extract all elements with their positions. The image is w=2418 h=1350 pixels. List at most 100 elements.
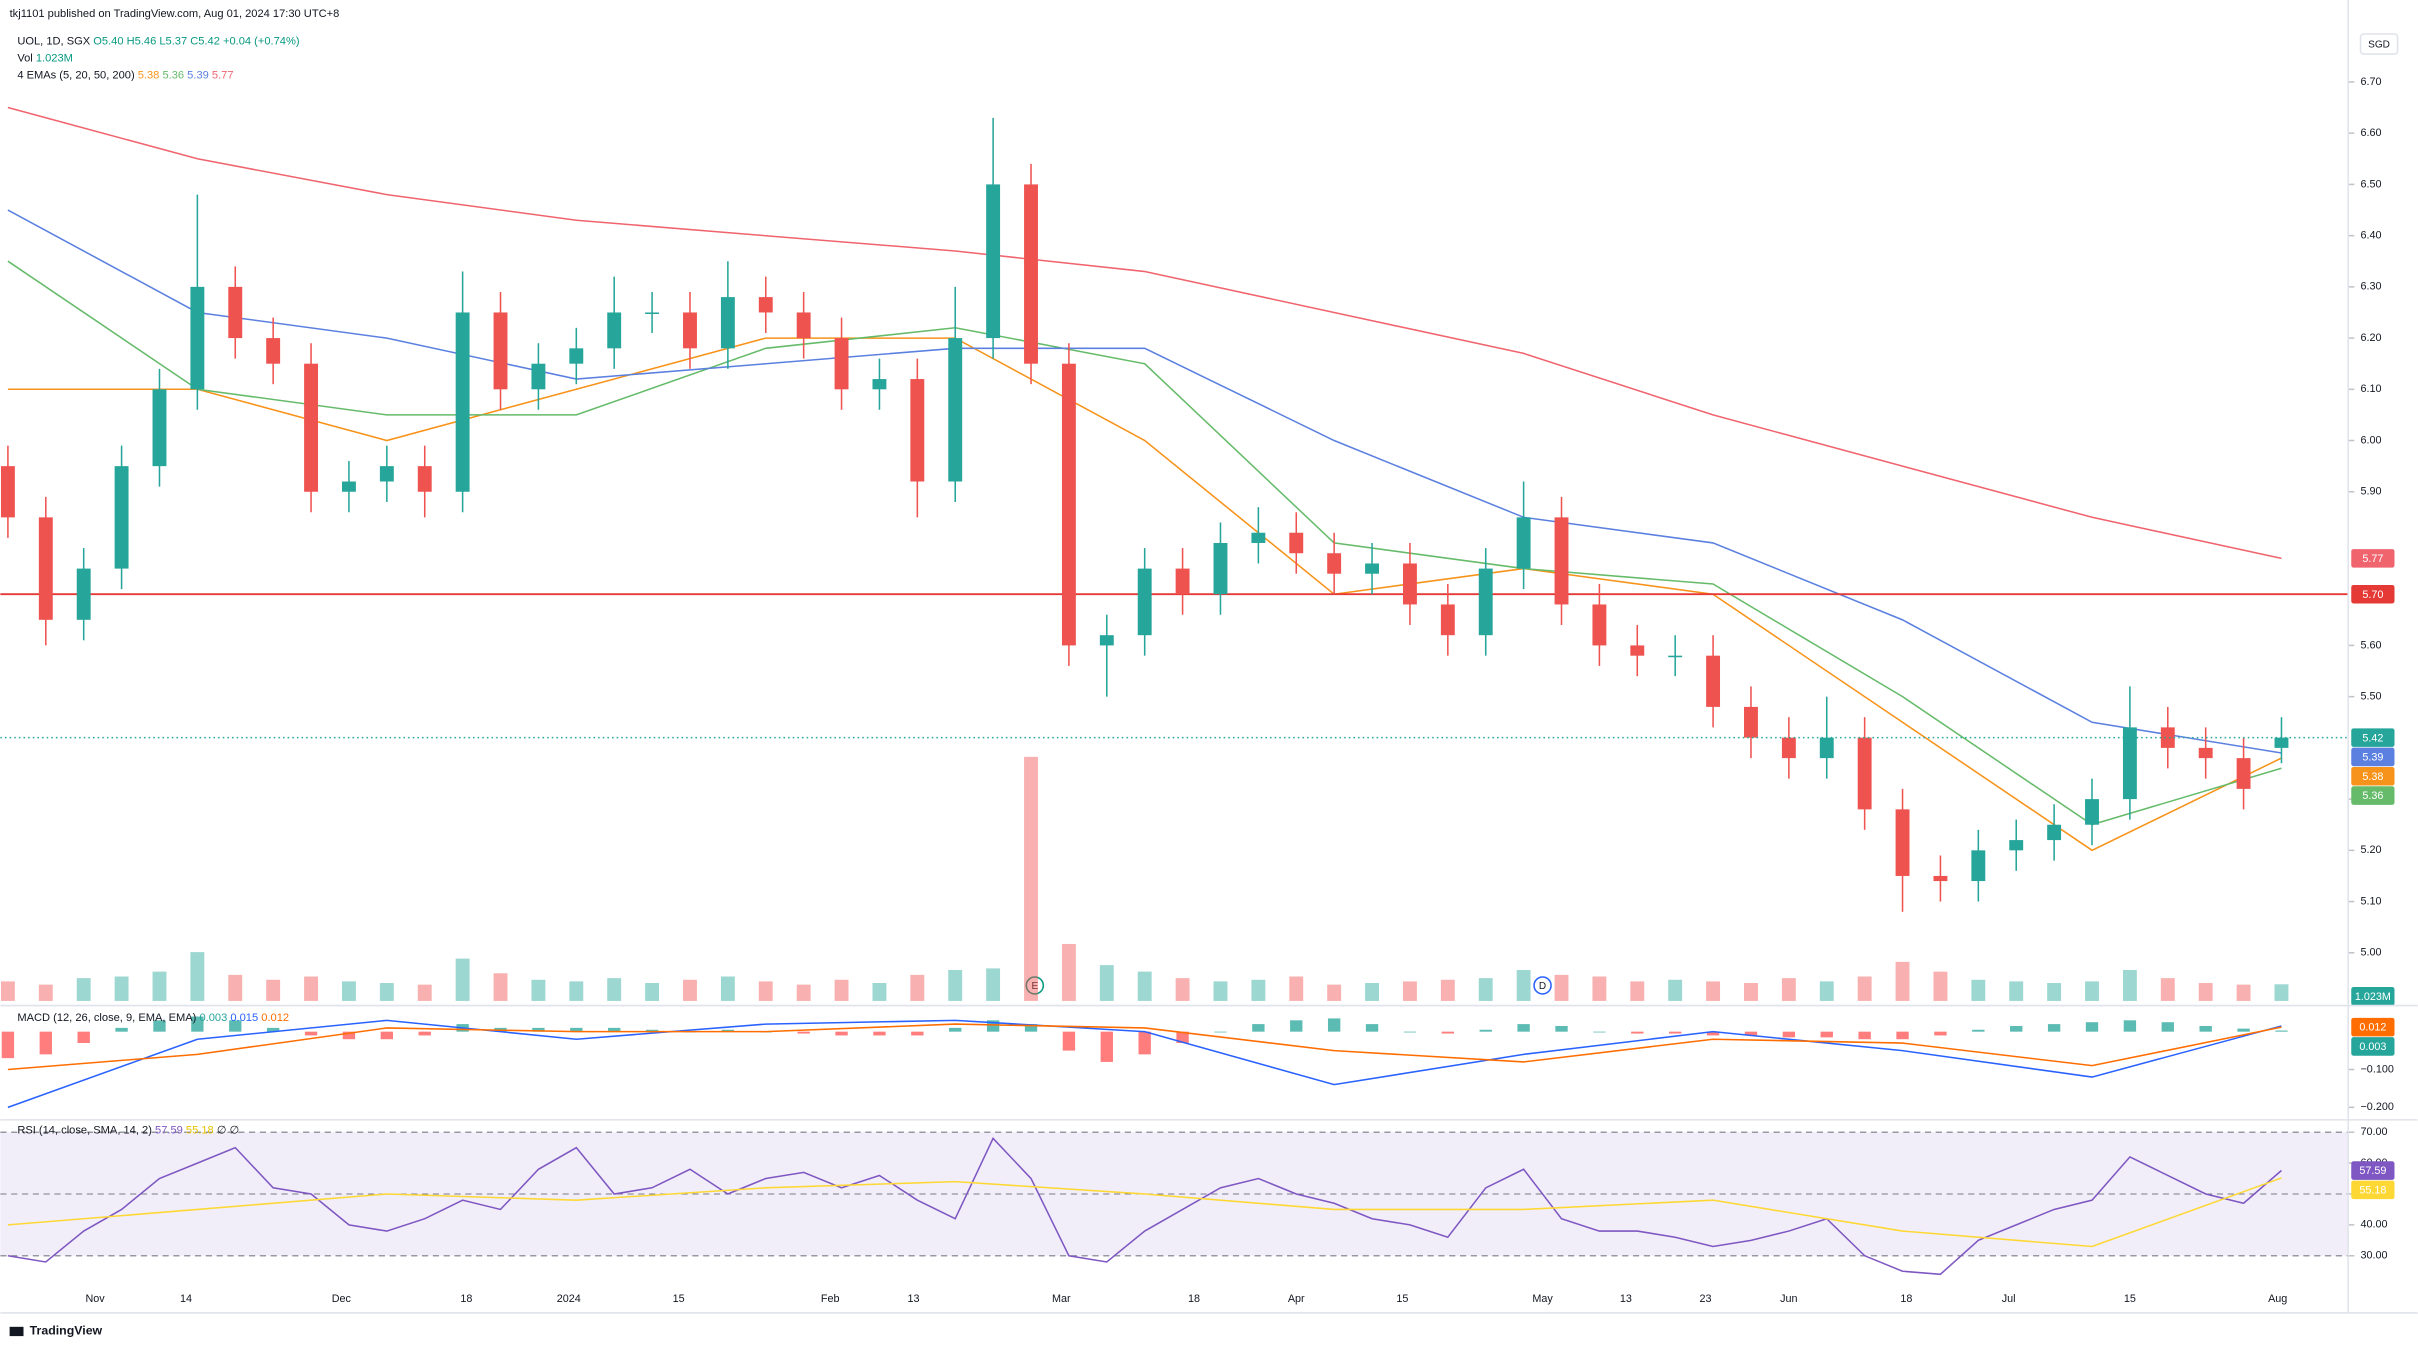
volume-bar bbox=[1668, 979, 1683, 1001]
macd-value: 0.015 bbox=[230, 1012, 258, 1024]
candle-body bbox=[1554, 517, 1569, 605]
price-tag bbox=[2351, 747, 2395, 767]
volume-bar bbox=[986, 968, 1001, 1001]
symbol: UOL, 1D, SGX bbox=[17, 36, 90, 48]
x-tick-label: 18 bbox=[1188, 1293, 1200, 1305]
candle-body bbox=[1137, 568, 1152, 636]
volume-bar bbox=[341, 981, 356, 1001]
x-tick-label: 13 bbox=[908, 1293, 920, 1305]
volume-bar bbox=[1175, 978, 1190, 1001]
price-tag bbox=[2351, 549, 2395, 568]
candle-body bbox=[2160, 727, 2175, 748]
x-tick-label: Feb bbox=[821, 1293, 840, 1305]
volume-bar bbox=[1061, 943, 1076, 1001]
x-tick-label: May bbox=[1532, 1293, 1553, 1305]
histogram-bar bbox=[1176, 1031, 1189, 1044]
x-tick-label: Aug bbox=[2268, 1293, 2287, 1305]
histogram-bar bbox=[532, 1027, 545, 1032]
histogram-bar bbox=[1934, 1031, 1947, 1036]
currency-box[interactable] bbox=[2359, 33, 2399, 55]
histogram-bar bbox=[1593, 1031, 1606, 1033]
histogram-bar bbox=[1896, 1031, 1909, 1040]
histogram-bar bbox=[1441, 1031, 1455, 1034]
candle-body bbox=[1592, 604, 1607, 646]
candle-body bbox=[1327, 553, 1342, 574]
ema-value: 5.38 bbox=[138, 70, 160, 82]
candle-body bbox=[379, 466, 394, 482]
candle-body bbox=[758, 297, 773, 313]
candle-body bbox=[1440, 604, 1455, 636]
volume-bar bbox=[1213, 981, 1228, 1001]
y-tick-label: 6.20 bbox=[2361, 332, 2382, 344]
price-tag bbox=[2351, 1037, 2395, 1056]
candle-body bbox=[1630, 645, 1645, 656]
histogram-bar bbox=[2275, 1030, 2288, 1032]
histogram-bar bbox=[39, 1031, 52, 1055]
event-marker bbox=[1533, 976, 1552, 995]
logo-mark bbox=[9, 1326, 24, 1337]
x-tick-label: 14 bbox=[180, 1293, 192, 1305]
histogram-bar bbox=[1138, 1031, 1151, 1055]
histogram-bar bbox=[1062, 1031, 1076, 1051]
price-tag-label: 5.36 bbox=[2362, 790, 2383, 802]
volume-bar bbox=[114, 976, 129, 1001]
volume-bar bbox=[0, 981, 15, 1001]
volume-bar bbox=[2198, 983, 2213, 1001]
histogram-bar bbox=[2237, 1028, 2250, 1032]
candle-body bbox=[910, 379, 925, 482]
volume-bar bbox=[1706, 981, 1721, 1001]
volume-bar bbox=[76, 978, 91, 1001]
rsi-value: 57.59 bbox=[155, 1125, 183, 1137]
ema-legend: 4 EMAs (5, 20, 50, 200) 5.38 5.36 5.39 5… bbox=[17, 70, 233, 82]
histogram-bar bbox=[570, 1027, 583, 1032]
y-tick-label: 5.00 bbox=[2361, 947, 2382, 959]
volume-bar bbox=[1819, 981, 1834, 1001]
price-tag-label: 5.39 bbox=[2362, 752, 2383, 764]
histogram-bar bbox=[721, 1029, 735, 1032]
price-tag-label: 55.18 bbox=[2359, 1184, 2386, 1196]
symbol-legend: UOL, 1D, SGX O5.40 H5.46 L5.37 C5.42 +0.… bbox=[17, 36, 300, 48]
candle-body bbox=[1895, 809, 1910, 876]
y-tick-label: 5.10 bbox=[2361, 895, 2382, 907]
currency[interactable]: SGD bbox=[2368, 39, 2390, 50]
volume-bar bbox=[1137, 971, 1152, 1001]
volume-title: Vol bbox=[17, 53, 32, 65]
histogram-bar bbox=[1365, 1024, 1379, 1032]
histogram-bar bbox=[1290, 1020, 1303, 1032]
candle-body bbox=[872, 379, 887, 390]
volume-bar bbox=[1895, 961, 1910, 1001]
y-tick-label: 40.00 bbox=[2361, 1219, 2388, 1231]
histogram-bar bbox=[342, 1031, 356, 1040]
candle-body bbox=[341, 481, 356, 492]
x-tick-label: 13 bbox=[1620, 1293, 1632, 1305]
volume-bar bbox=[152, 971, 167, 1001]
volume-bar bbox=[910, 974, 925, 1001]
y-tick-label: 6.60 bbox=[2361, 127, 2382, 139]
histogram-bar bbox=[191, 1016, 204, 1032]
volume-bar bbox=[2085, 981, 2099, 1001]
histogram-bar bbox=[304, 1031, 318, 1036]
x-tick-label: 2024 bbox=[557, 1293, 581, 1305]
candle-body bbox=[2274, 737, 2289, 748]
indicator-line bbox=[7, 209, 2282, 754]
candle-body bbox=[1289, 532, 1304, 554]
volume-bar bbox=[1402, 981, 1417, 1001]
candle-body bbox=[607, 312, 622, 349]
histogram-bar bbox=[153, 1020, 166, 1032]
rsi-legend: RSI (14, close, SMA, 14, 2) 57.59 55.18 … bbox=[17, 1125, 239, 1137]
candle-body bbox=[720, 297, 735, 349]
histogram-bar bbox=[1631, 1031, 1644, 1034]
price-tag-label: 5.70 bbox=[2362, 589, 2383, 601]
volume-bar bbox=[493, 973, 508, 1001]
rsi-value: 55.18 bbox=[186, 1125, 214, 1137]
y-tick-label: 30.00 bbox=[2361, 1250, 2388, 1262]
x-tick-label: 15 bbox=[1396, 1293, 1408, 1305]
candle-body bbox=[1175, 568, 1190, 595]
volume-bar bbox=[1099, 965, 1114, 1001]
x-tick-label: Apr bbox=[1288, 1293, 1305, 1305]
volume-bar bbox=[607, 978, 622, 1001]
histogram-bar bbox=[2123, 1020, 2137, 1032]
candle-body bbox=[304, 363, 319, 492]
